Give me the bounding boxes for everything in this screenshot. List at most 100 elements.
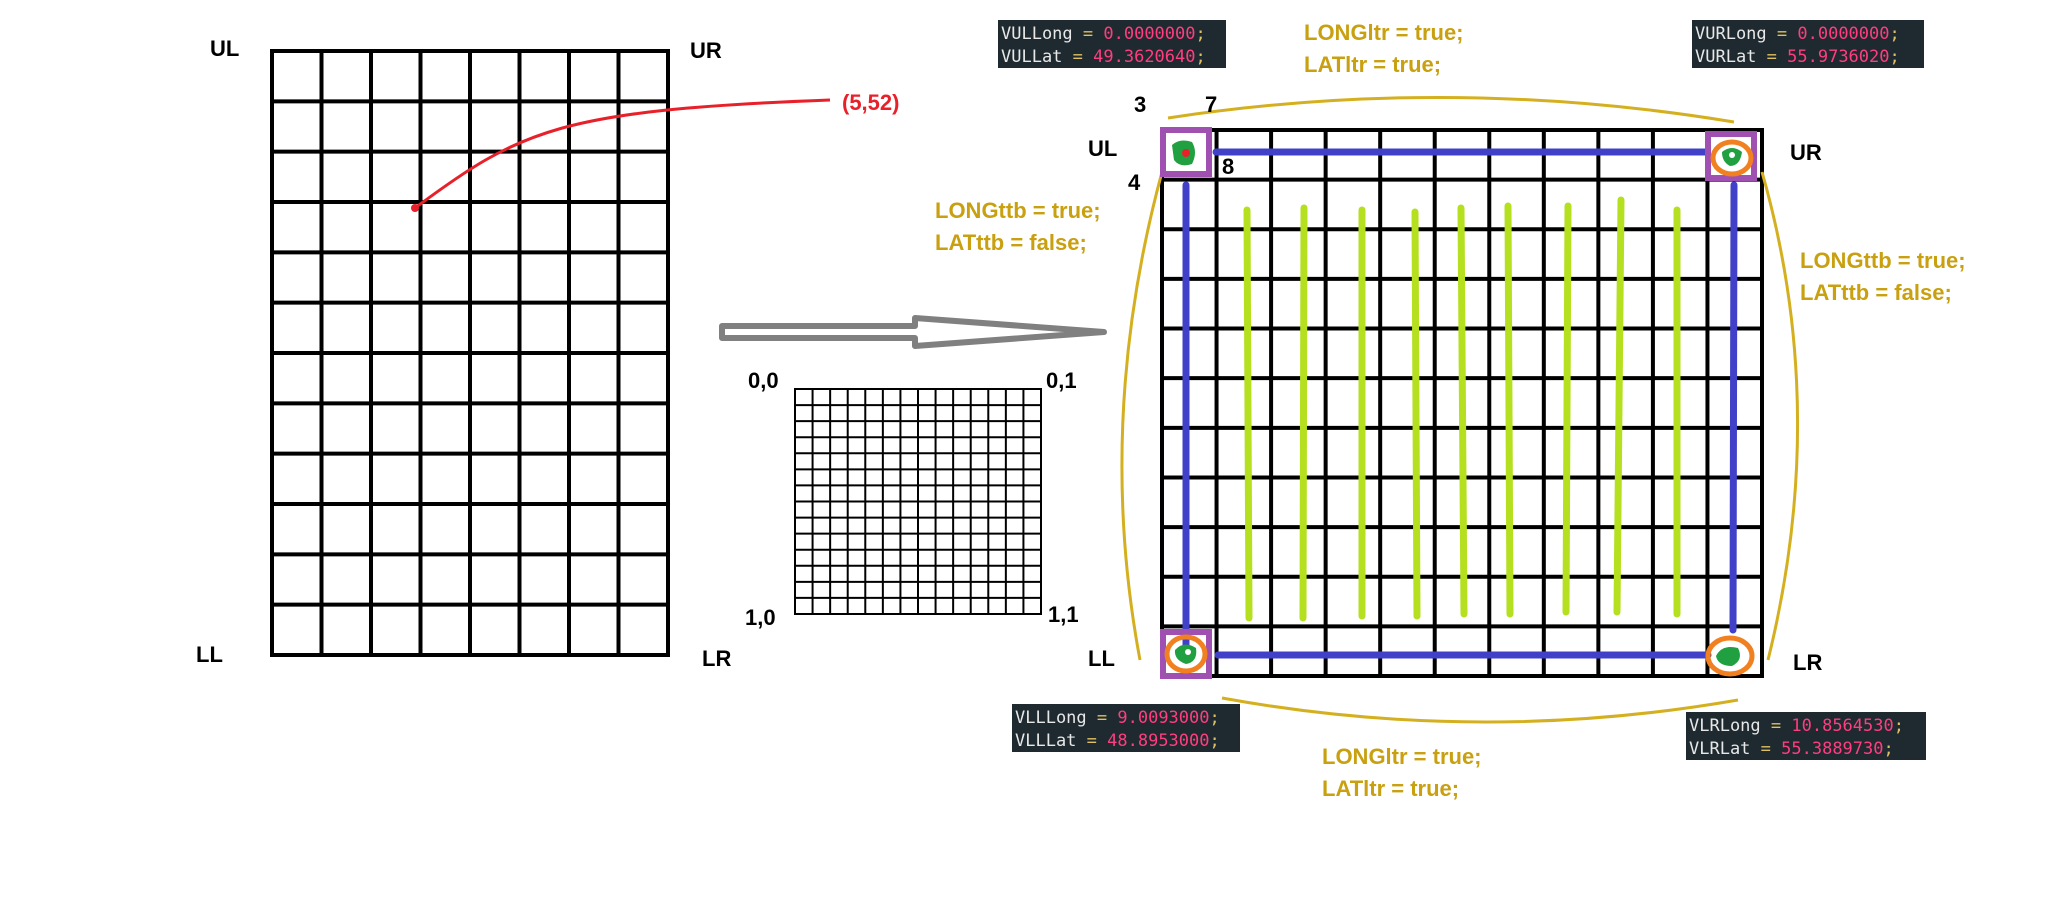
code-box-ul: VULLong = 0.0000000;VULLat = 49.3620640; (998, 20, 1226, 68)
blue-right (1729, 181, 1738, 634)
flag-bottom-long: LONGltr = true; (1322, 744, 1482, 769)
code-token: 0.0000000 (1797, 24, 1889, 44)
green-line-2 (1299, 204, 1308, 622)
code-token: VLLLong (1015, 708, 1087, 728)
flag-left-lat: LATttb = false; (935, 230, 1087, 255)
green-line-1 (1243, 206, 1253, 622)
code-token: ; (1196, 47, 1206, 67)
code-box-ur: VURLong = 0.0000000;VURLat = 55.9736020; (1692, 20, 1924, 68)
code-token: ; (1894, 716, 1904, 736)
left-source-grid (270, 49, 670, 657)
code-box-lr: VLRLong = 10.8564530;VLRLat = 55.3889730… (1686, 712, 1926, 760)
code-token: = (1750, 739, 1781, 759)
code-line: VULLat = 49.3620640; (1001, 47, 1206, 67)
corner-marker-ll (1160, 629, 1212, 679)
right-number-7: 7 (1205, 92, 1217, 117)
code-box-ll: VLLLong = 9.0093000;VLLLat = 48.8953000; (1012, 704, 1240, 752)
code-token: = (1767, 24, 1798, 44)
right-corner-lr: LR (1793, 650, 1822, 675)
small-corner-br: 1,1 (1048, 602, 1079, 627)
code-token: = (1087, 708, 1118, 728)
left-corner-lr: LR (702, 646, 731, 671)
green-line-5 (1457, 204, 1468, 618)
flag-bottom-lat: LATltr = true; (1322, 776, 1459, 801)
left-corner-ur: UR (690, 38, 722, 63)
green-scan-lines (1243, 196, 1681, 622)
code-token: VULLong (1001, 24, 1073, 44)
code-token: ; (1890, 47, 1900, 67)
code-token: VURLat (1695, 47, 1756, 67)
code-token: 9.0093000 (1117, 708, 1209, 728)
code-token: ; (1210, 708, 1220, 728)
code-line: VURLong = 0.0000000; (1695, 24, 1900, 44)
corner-marker-ul (1160, 127, 1212, 177)
green-line-8 (1613, 196, 1625, 616)
code-line: VLLLat = 48.8953000; (1015, 731, 1220, 751)
code-token: VURLong (1695, 24, 1767, 44)
code-line: VLLLong = 9.0093000; (1015, 708, 1220, 728)
small-corner-tr: 0,1 (1046, 368, 1077, 393)
code-line: VLRLong = 10.8564530; (1689, 716, 1904, 736)
code-token: VLLLat (1015, 731, 1076, 751)
code-token: = (1761, 716, 1792, 736)
code-token: 55.9736020 (1787, 47, 1889, 67)
point-label: (5,52) (842, 90, 899, 115)
arc-bottom (1221, 696, 1739, 724)
right-number-4: 4 (1128, 170, 1141, 195)
code-token: VULLat (1001, 47, 1062, 67)
code-token: 55.3889730 (1781, 739, 1883, 759)
code-box-bg (1686, 712, 1926, 760)
flag-right-long: LONGttb = true; (1800, 248, 1966, 273)
code-line: VULLong = 0.0000000; (1001, 24, 1206, 44)
code-token: ; (1210, 731, 1220, 751)
flag-top-lat: LATltr = true; (1304, 52, 1441, 77)
code-token: = (1073, 24, 1104, 44)
code-line: VURLat = 55.9736020; (1695, 47, 1900, 67)
arc-left (1120, 171, 1164, 661)
code-token: ; (1890, 24, 1900, 44)
right-corner-ur: UR (1790, 140, 1822, 165)
small-corner-tl: 0,0 (748, 368, 779, 393)
green-line-7 (1562, 202, 1572, 616)
blue-border (1182, 148, 1738, 659)
point-marker (411, 204, 419, 212)
code-token: = (1076, 731, 1107, 751)
arc-right (1760, 171, 1800, 661)
arc-top (1167, 95, 1735, 124)
right-grid-frame (1160, 128, 1764, 678)
code-token: 0.0000000 (1103, 24, 1195, 44)
target-grid (1160, 128, 1764, 678)
code-token: VLRLat (1689, 739, 1750, 759)
right-number-8: 8 (1222, 154, 1234, 179)
corner-marker-lr (1705, 635, 1755, 677)
orientation-arcs (1120, 95, 1800, 724)
code-token: = (1756, 47, 1787, 67)
small-corner-bl: 1,0 (745, 605, 776, 630)
green-line-6 (1504, 202, 1514, 618)
point-connector-curve (414, 98, 831, 210)
code-token: ; (1196, 24, 1206, 44)
code-token: 49.3620640 (1093, 47, 1195, 67)
transform-arrow (719, 315, 1107, 349)
left-corner-ll: LL (196, 642, 223, 667)
code-token: VLRLong (1689, 716, 1761, 736)
code-token: = (1062, 47, 1093, 67)
green-line-4 (1411, 208, 1421, 620)
flag-left-long: LONGttb = true; (935, 198, 1101, 223)
right-corner-ul: UL (1088, 136, 1117, 161)
right-corner-ll: LL (1088, 646, 1115, 671)
code-token: 48.8953000 (1107, 731, 1209, 751)
flag-top-long: LONGltr = true; (1304, 20, 1464, 45)
code-line: VLRLat = 55.3889730; (1689, 739, 1894, 759)
code-token: 10.8564530 (1791, 716, 1893, 736)
corner-marker-ur (1705, 131, 1757, 181)
code-box-bg (1692, 20, 1924, 68)
code-token: ; (1884, 739, 1894, 759)
normalized-grid (794, 388, 1042, 615)
flag-right-lat: LATttb = false; (1800, 280, 1952, 305)
left-corner-ul: UL (210, 36, 239, 61)
code-box-bg (1012, 704, 1240, 752)
right-number-3: 3 (1134, 92, 1146, 117)
code-box-bg (998, 20, 1226, 68)
